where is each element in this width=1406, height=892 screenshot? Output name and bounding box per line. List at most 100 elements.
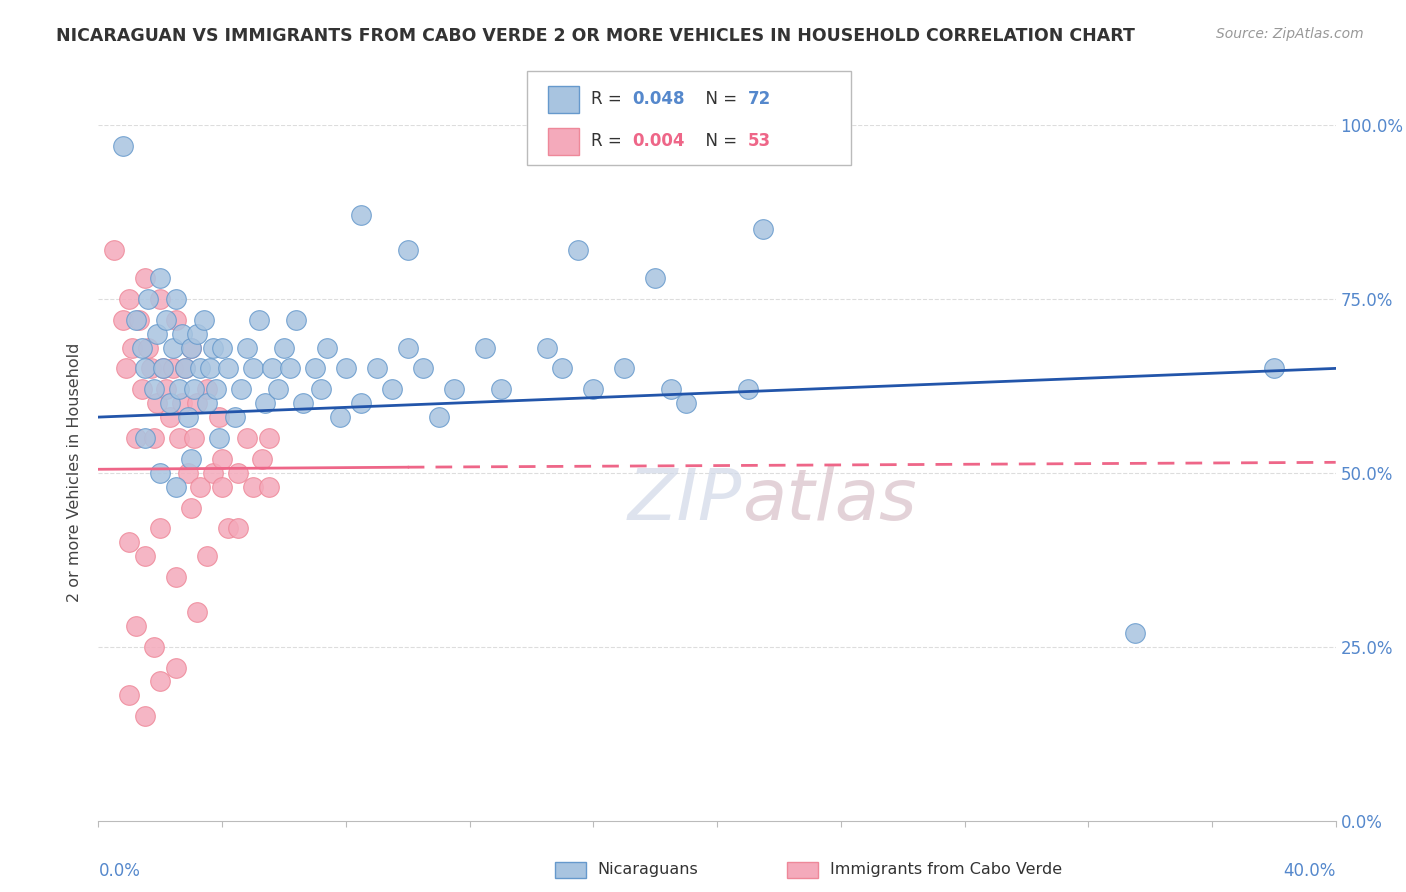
Point (242, 480, 264, 494)
Point (149, 521, 172, 535)
Point (146, 326, 169, 341)
Point (195, 382, 218, 396)
Point (412, 361, 434, 376)
Point (134, 361, 156, 376)
Point (177, 410, 200, 425)
Point (205, 382, 228, 396)
Point (103, 243, 125, 257)
Point (257, 480, 280, 494)
Point (146, 396, 169, 410)
Point (190, 480, 212, 494)
Point (124, 312, 146, 326)
Point (267, 382, 290, 396)
Point (170, 396, 193, 410)
Point (201, 341, 224, 355)
Point (149, 292, 172, 306)
Point (115, 361, 138, 376)
Point (136, 292, 159, 306)
Point (162, 341, 184, 355)
Point (195, 549, 218, 564)
Point (155, 382, 177, 396)
Point (165, 292, 187, 306)
Point (273, 341, 295, 355)
Point (174, 361, 197, 376)
Point (211, 341, 233, 355)
Point (254, 396, 277, 410)
Text: R =: R = (591, 133, 627, 151)
Point (193, 312, 215, 326)
Point (1123, 625, 1146, 640)
Point (136, 341, 159, 355)
Point (381, 382, 404, 396)
Point (174, 361, 197, 376)
Point (159, 396, 181, 410)
Text: Source: ZipAtlas.com: Source: ZipAtlas.com (1216, 27, 1364, 41)
Point (165, 660, 187, 674)
Point (366, 361, 388, 376)
Point (134, 431, 156, 445)
Point (260, 361, 283, 376)
Point (186, 605, 208, 619)
Point (131, 382, 153, 396)
Point (186, 326, 208, 341)
Point (128, 312, 150, 326)
Point (427, 410, 450, 425)
Point (291, 396, 314, 410)
Point (165, 480, 187, 494)
Point (149, 271, 172, 285)
Point (180, 341, 202, 355)
Point (304, 361, 326, 376)
Point (551, 361, 574, 376)
Point (329, 410, 352, 425)
Point (396, 243, 419, 257)
Point (659, 382, 682, 396)
Point (159, 410, 181, 425)
Text: N =: N = (695, 90, 742, 108)
Point (121, 341, 143, 355)
Point (443, 382, 465, 396)
Y-axis label: 2 or more Vehicles in Household: 2 or more Vehicles in Household (67, 343, 83, 602)
Point (217, 521, 239, 535)
Point (644, 271, 666, 285)
Point (155, 312, 177, 326)
Point (118, 689, 141, 703)
Point (278, 361, 301, 376)
Point (257, 431, 280, 445)
Point (396, 341, 419, 355)
Point (613, 361, 636, 376)
Point (134, 709, 156, 723)
Point (236, 431, 259, 445)
Point (183, 382, 205, 396)
Point (143, 431, 166, 445)
Point (489, 382, 512, 396)
Point (211, 480, 233, 494)
Point (183, 431, 205, 445)
Point (208, 431, 231, 445)
Point (131, 341, 153, 355)
Point (350, 396, 373, 410)
Point (208, 410, 231, 425)
Point (134, 271, 156, 285)
Point (752, 222, 775, 236)
Point (675, 396, 697, 410)
Point (124, 431, 146, 445)
Point (226, 521, 249, 535)
Point (167, 431, 190, 445)
Point (149, 674, 172, 689)
Point (143, 640, 166, 654)
Point (152, 361, 174, 376)
Text: R =: R = (591, 90, 627, 108)
Point (180, 451, 202, 466)
Point (350, 208, 373, 222)
Point (180, 341, 202, 355)
Point (180, 500, 202, 515)
Point (236, 341, 259, 355)
Text: 0.004: 0.004 (633, 133, 685, 151)
Point (247, 312, 270, 326)
Point (124, 619, 146, 633)
Point (186, 396, 208, 410)
Point (152, 361, 174, 376)
Point (582, 382, 605, 396)
Point (737, 382, 759, 396)
Point (165, 312, 187, 326)
